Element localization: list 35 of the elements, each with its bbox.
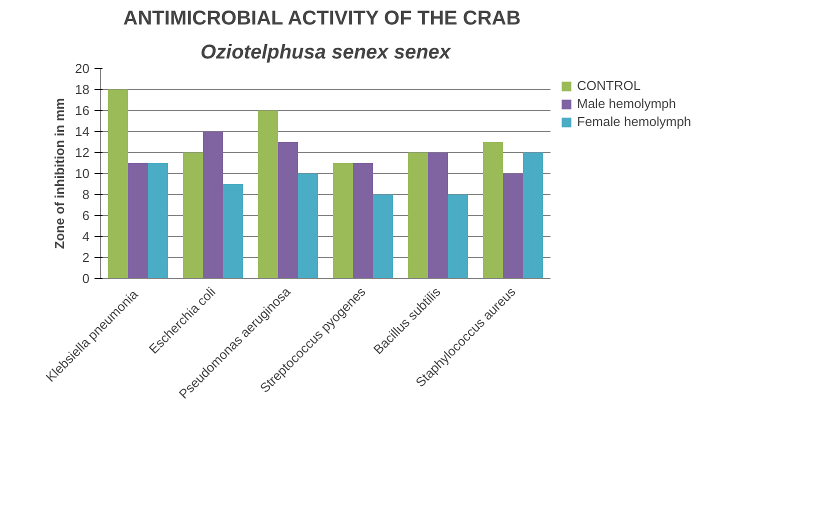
y-tick-label: 0 <box>82 271 90 286</box>
bar <box>203 132 223 278</box>
bar <box>128 163 148 278</box>
bar <box>448 194 468 278</box>
bar <box>298 174 318 278</box>
bar <box>223 184 243 278</box>
bar <box>278 142 298 278</box>
y-tick-label: 10 <box>75 166 90 181</box>
y-tick-label: 16 <box>75 103 90 118</box>
y-tick-label: 18 <box>75 82 90 97</box>
chart-subtitle: Oziotelphusa senex senex <box>200 42 452 64</box>
y-axis-title: Zone of inhibition in mm <box>52 98 68 249</box>
bar <box>333 163 353 278</box>
y-tick-label: 20 <box>75 61 90 76</box>
bar <box>408 152 428 278</box>
y-tick-label: 12 <box>75 145 90 160</box>
bar <box>148 163 168 278</box>
y-tick-label: 14 <box>75 124 90 139</box>
bar <box>183 152 203 278</box>
y-tick-label: 6 <box>82 208 90 223</box>
bar <box>373 194 393 278</box>
legend-label: CONTROL <box>577 78 641 93</box>
bar <box>523 152 543 278</box>
y-tick-label: 4 <box>82 229 90 244</box>
bar <box>258 110 278 278</box>
bar <box>108 90 128 278</box>
y-tick-label: 8 <box>82 187 90 202</box>
bar <box>503 174 523 278</box>
bar <box>428 152 448 278</box>
bar <box>483 142 503 278</box>
legend-label: Female hemolymph <box>577 114 692 129</box>
y-tick-label: 2 <box>82 250 90 265</box>
bar <box>353 163 373 278</box>
chart-title: ANTIMICROBIAL ACTIVITY OF THE CRAB <box>123 8 521 30</box>
legend-label: Male hemolymph <box>577 96 676 111</box>
